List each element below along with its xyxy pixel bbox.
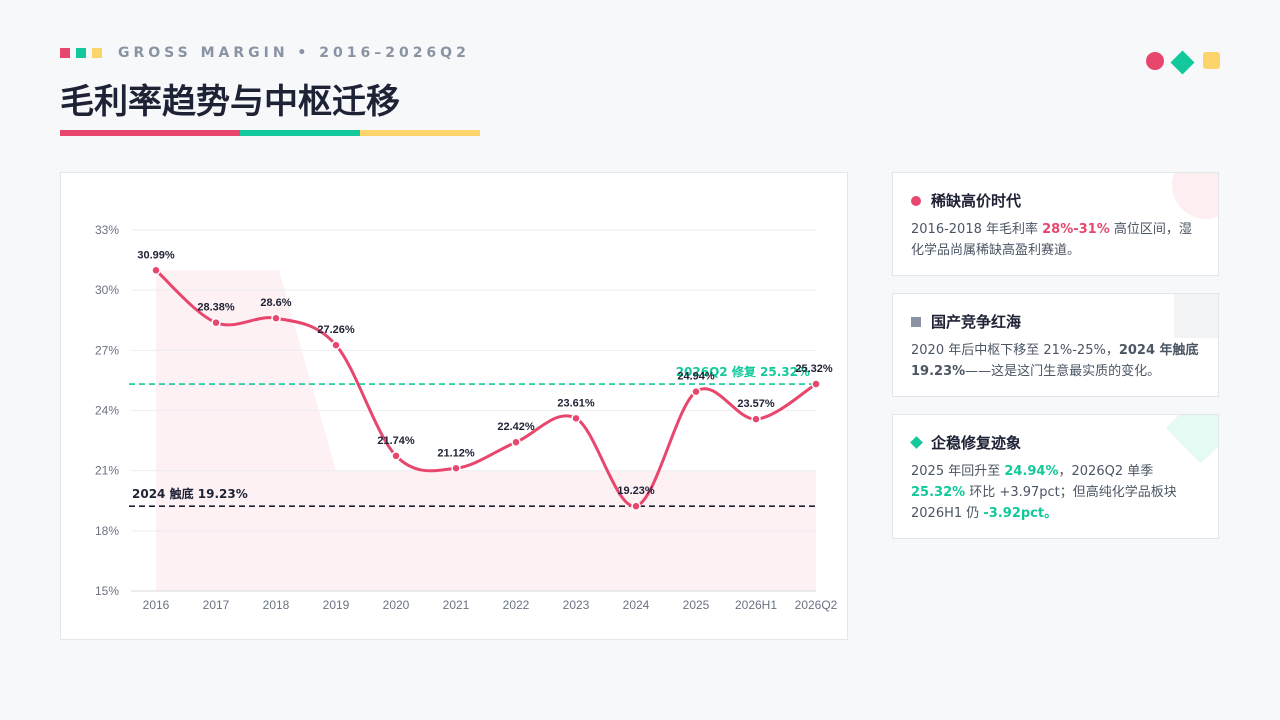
x-tick-label: 2016 [143, 598, 170, 612]
y-tick-label: 15% [95, 584, 119, 598]
card-square-icon [911, 316, 921, 327]
underline-yellow [360, 130, 480, 136]
x-tick-label: 2020 [383, 598, 410, 612]
reference-label: 2026Q2 修复 25.32% [676, 364, 810, 379]
x-tick-label: 2017 [203, 598, 230, 612]
decor-diamond-icon [1170, 50, 1195, 75]
margin-line-chart: 15% 18% 21% 24% 27% 30% 33% 2016 2017 2018 2019 202… [95, 223, 838, 612]
y-tick-label: 24% [95, 404, 119, 418]
card-text: 2020 年后中枢下移至 21%-25%， [911, 343, 1119, 358]
x-tick-label: 2019 [323, 598, 350, 612]
reference-label: 2024 触底 19.23% [132, 486, 248, 501]
x-tick-label: 2026H1 [735, 598, 777, 612]
card-title: 稀缺高价时代 [931, 192, 1022, 210]
eyebrow-red-square [60, 48, 70, 58]
data-label: 21.74% [377, 435, 415, 447]
card-recovery: 企稳修复迹象 2025 年回升至 24.94%，2026Q2 单季 25.32%… [892, 414, 1219, 539]
card-text: ，2026Q2 单季 [1058, 464, 1154, 479]
y-tick-label: 30% [95, 283, 119, 297]
card-highlight: 25.32% [911, 485, 966, 500]
decor-square-icon [1203, 52, 1220, 69]
title-underline [60, 130, 480, 136]
card-body: 2025 年回升至 24.94%，2026Q2 单季 25.32% 环比 +3.… [911, 461, 1200, 524]
x-tick-label: 2024 [623, 598, 650, 612]
card-body: 2016-2018 年毛利率 28%-31% 高位区间，湿化学品尚属稀缺高盈利赛… [911, 219, 1200, 261]
data-point [691, 386, 701, 397]
data-label: 27.26% [317, 324, 355, 336]
shaded-band [156, 270, 816, 591]
data-label: 28.6% [260, 297, 291, 309]
data-point [331, 340, 341, 350]
y-tick-label: 27% [95, 343, 119, 357]
data-point [151, 265, 161, 276]
card-body: 2020 年后中枢下移至 21%-25%，2024 年触底 19.23%——这是… [911, 340, 1200, 382]
card-text: 2025 年回升至 [911, 464, 1005, 479]
card-highlight: 28%-31% [1042, 222, 1110, 237]
x-tick-label: 2021 [443, 598, 470, 612]
data-point [811, 379, 821, 389]
card-title: 企稳修复迹象 [931, 434, 1022, 452]
card-diamond-icon [910, 436, 923, 449]
y-tick-label: 21% [95, 464, 119, 478]
eyebrow-text: GROSS MARGIN • 2016–2026Q2 [118, 45, 470, 61]
data-label: 23.57% [737, 398, 775, 410]
card-highlight: 24.94% [1004, 464, 1059, 479]
y-tick-label: 18% [95, 524, 119, 538]
card-title: 国产竞争红海 [931, 313, 1022, 331]
data-label: 19.23% [617, 485, 655, 497]
decor-circle-icon [1146, 52, 1164, 70]
card-text: ——这是这门生意最实质的变化。 [965, 364, 1161, 379]
data-label: 30.99% [137, 249, 175, 261]
card-text: 2016-2018 年毛利率 [911, 222, 1043, 237]
x-tick-label: 2022 [503, 598, 530, 612]
card-competition: 国产竞争红海 2020 年后中枢下移至 21%-25%，2024 年触底 19.… [892, 293, 1219, 397]
data-point [631, 501, 641, 511]
data-label: 22.42% [497, 421, 535, 433]
x-tick-label: 2025 [683, 598, 710, 612]
x-tick-label: 2018 [263, 598, 290, 612]
x-tick-label: 2026Q2 [795, 598, 838, 612]
data-point [511, 437, 521, 447]
data-point [751, 414, 761, 424]
data-point [271, 313, 281, 323]
x-tick-label: 2023 [563, 598, 590, 612]
data-point [451, 463, 461, 474]
card-highlight: -3.92pct。 [983, 506, 1058, 521]
underline-green [240, 130, 360, 136]
card-corner-square [1174, 294, 1218, 338]
chart-card: 15% 18% 21% 24% 27% 30% 33% 2016 2017 2018 2019 202… [60, 172, 848, 640]
data-label: 23.61% [557, 397, 595, 409]
underline-red [60, 130, 240, 136]
data-label: 24.94% [677, 371, 715, 383]
data-label: 21.12% [437, 447, 475, 459]
card-text: 高位区间，湿化学品尚属稀缺高盈利赛道。 [911, 222, 1192, 258]
card-highlight: 2024 年触底 19.23% [911, 343, 1199, 379]
card-dot-icon [911, 195, 921, 206]
card-text: 环比 +3.97pct；但高纯化学品板块 2026H1 仍 [911, 485, 1177, 521]
data-point [391, 451, 401, 461]
data-label: 25.32% [795, 363, 833, 375]
card-scarcity-era: 稀缺高价时代 2016-2018 年毛利率 28%-31% 高位区间，湿化学品尚… [892, 172, 1219, 276]
y-tick-label: 33% [95, 223, 119, 237]
page-title: 毛利率趋势与中枢迁移 [60, 82, 400, 122]
eyebrow: GROSS MARGIN • 2016–2026Q2 [60, 45, 470, 61]
data-label: 28.38% [197, 302, 235, 314]
data-point [211, 317, 221, 328]
data-point [571, 413, 581, 424]
eyebrow-green-square [76, 48, 86, 58]
eyebrow-yellow-square [92, 48, 102, 58]
